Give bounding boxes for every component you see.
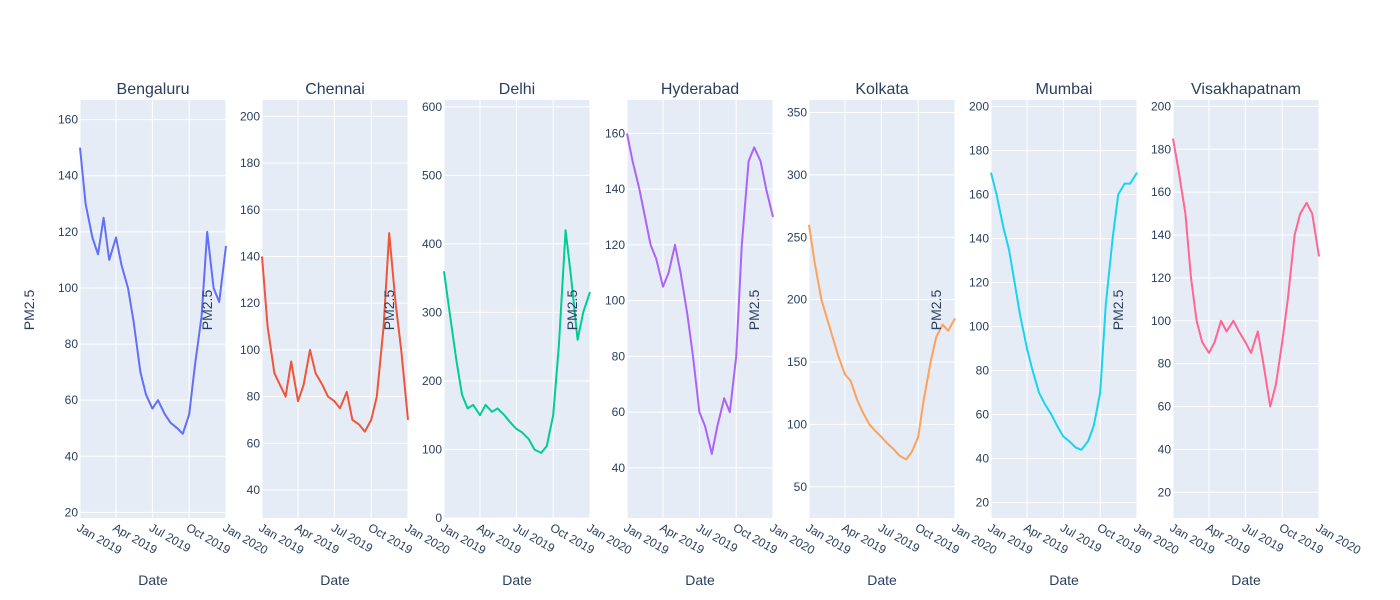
y-tick-label: 600 — [422, 100, 442, 114]
y-tick-label: 100 — [969, 320, 989, 334]
panel-title: Kolkata — [855, 81, 908, 98]
y-tick-label: 350 — [787, 105, 807, 119]
y-tick-label: 60 — [976, 408, 990, 422]
y-tick-label: 160 — [969, 188, 989, 202]
plot-background — [809, 100, 955, 518]
y-tick-label: 200 — [240, 109, 260, 123]
plot-background — [1173, 100, 1319, 518]
x-axis-title: Date — [320, 572, 350, 588]
y-tick-label: 0 — [435, 511, 442, 525]
panel-title: Bengaluru — [117, 81, 190, 98]
y-tick-label: 100 — [58, 281, 78, 295]
y-tick-label: 150 — [787, 355, 807, 369]
y-tick-label: 500 — [422, 168, 442, 182]
panel-y-label: PM2.5 — [746, 290, 762, 331]
y-tick-label: 140 — [1151, 228, 1171, 242]
panel-title: Chennai — [305, 81, 365, 98]
y-tick-label: 20 — [65, 505, 79, 519]
y-tick-label: 100 — [240, 343, 260, 357]
y-tick-label: 200 — [1151, 99, 1171, 113]
series-line-mumbai — [990, 172, 1138, 451]
y-tick-label: 50 — [794, 480, 808, 494]
panel-y-label: PM2.5 — [199, 290, 215, 331]
y-tick-label: 100 — [787, 417, 807, 431]
plot-background — [444, 100, 590, 518]
panel-title: Visakhapatnam — [1191, 81, 1301, 98]
y-tick-label: 120 — [58, 225, 78, 239]
y-tick-label: 200 — [422, 374, 442, 388]
y-tick-label: 140 — [605, 182, 625, 196]
x-axis-title: Date — [867, 572, 897, 588]
x-axis-title: Date — [685, 572, 715, 588]
panel-y-label: PM2.5 — [564, 290, 580, 331]
y-tick-label: 60 — [247, 436, 261, 450]
y-tick-label: 100 — [605, 294, 625, 308]
x-axis-title: Date — [138, 572, 168, 588]
x-axis-title: Date — [1231, 572, 1261, 588]
y-tick-label: 300 — [422, 305, 442, 319]
y-tick-label: 140 — [969, 232, 989, 246]
y-tick-label: 160 — [1151, 185, 1171, 199]
y-tick-label: 80 — [247, 390, 261, 404]
y-tick-label: 300 — [787, 168, 807, 182]
y-tick-label: 120 — [605, 238, 625, 252]
y-tick-label: 40 — [247, 483, 261, 497]
y-tick-label: 120 — [969, 276, 989, 290]
y-tick-label: 140 — [58, 169, 78, 183]
y-tick-label: 180 — [1151, 142, 1171, 156]
y-tick-label: 120 — [1151, 271, 1171, 285]
y-tick-label: 20 — [1158, 485, 1172, 499]
y-tick-label: 160 — [605, 126, 625, 140]
y-tick-label: 40 — [612, 461, 626, 475]
panel-title: Mumbai — [1036, 81, 1093, 98]
plot-background — [991, 100, 1137, 518]
y-tick-label: 80 — [612, 349, 626, 363]
y-tick-label: 160 — [58, 113, 78, 127]
y-tick-label: 40 — [1158, 442, 1172, 456]
y-tick-label: 200 — [969, 100, 989, 114]
series-line-visakhapatnam — [1172, 138, 1320, 408]
y-tick-label: 80 — [65, 337, 79, 351]
y-tick-label: 80 — [1158, 357, 1172, 371]
y-tick-label: 160 — [240, 203, 260, 217]
y-tick-label: 120 — [240, 296, 260, 310]
panel-title: Delhi — [499, 81, 535, 98]
y-tick-label: 180 — [969, 144, 989, 158]
y-axis-title: PM2.5 — [21, 290, 37, 331]
x-axis-title: Date — [1049, 572, 1079, 588]
panel-y-label: PM2.5 — [928, 290, 944, 331]
y-tick-label: 60 — [1158, 400, 1172, 414]
panel-y-label: PM2.5 — [1110, 290, 1126, 331]
y-tick-label: 180 — [240, 156, 260, 170]
panel-title: Hyderabad — [661, 81, 739, 98]
series-line-bengaluru — [79, 147, 227, 435]
y-tick-label: 40 — [65, 449, 79, 463]
y-tick-label: 100 — [1151, 314, 1171, 328]
y-tick-label: 80 — [976, 364, 990, 378]
y-tick-label: 60 — [612, 405, 626, 419]
y-tick-label: 200 — [787, 293, 807, 307]
y-tick-label: 60 — [65, 393, 79, 407]
series-line-chennai — [261, 232, 409, 433]
y-tick-label: 400 — [422, 237, 442, 251]
y-tick-label: 40 — [976, 452, 990, 466]
series-line-hyderabad — [626, 133, 774, 455]
y-tick-label: 100 — [422, 442, 442, 456]
x-axis-title: Date — [502, 572, 532, 588]
series-line-delhi — [443, 229, 591, 454]
series-line-kolkata — [808, 224, 956, 461]
y-tick-label: 140 — [240, 249, 260, 263]
panel-y-label: PM2.5 — [381, 290, 397, 331]
y-tick-label: 250 — [787, 230, 807, 244]
y-tick-label: 20 — [976, 496, 990, 510]
